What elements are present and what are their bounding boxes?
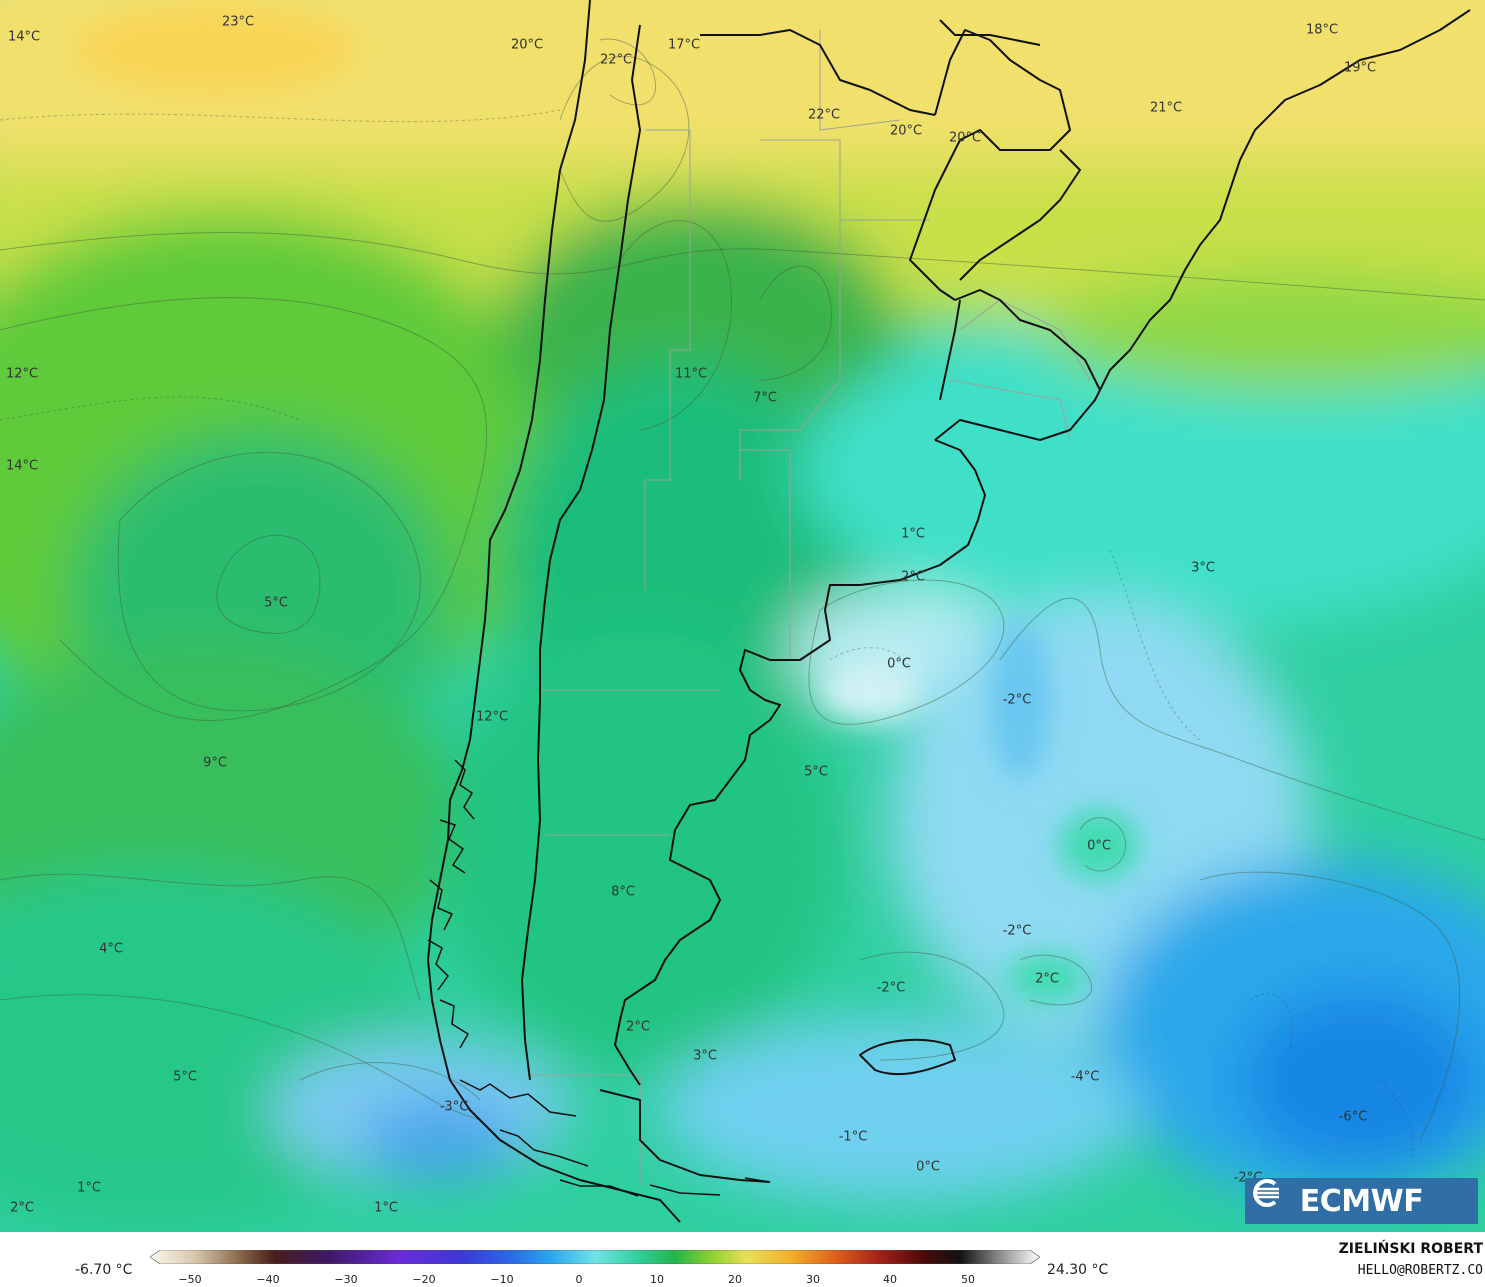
temp-label: 23°C — [221, 14, 255, 30]
temperature-field — [0, 0, 1485, 1230]
temp-label: -2°C — [1002, 923, 1032, 939]
colorbar-tick: −50 — [178, 1273, 202, 1286]
colorbar-tick: 30 — [806, 1273, 820, 1286]
temp-label: 7°C — [753, 390, 777, 406]
colorbar-tick: 0 — [575, 1273, 583, 1286]
admin-borders — [530, 30, 1091, 1185]
temp-label: 20°C — [889, 123, 923, 139]
temp-label: 19°C — [1343, 60, 1377, 76]
temp-label: 17°C — [667, 37, 701, 53]
legend-max-label: 24.30 °C — [1047, 1262, 1109, 1278]
temp-label: 20°C — [948, 130, 982, 146]
temperature-map: 23°C 14°C 20°C 22°C 17°C 18°C 19°C 21°C … — [0, 0, 1485, 1232]
temp-label: 11°C — [674, 366, 708, 382]
colorbar-tick: 10 — [650, 1273, 664, 1286]
colorbar — [150, 1250, 1040, 1264]
colorbar-tick: 20 — [728, 1273, 742, 1286]
temp-label: -2°C — [1002, 692, 1032, 708]
local-features — [75, 5, 1139, 1003]
temp-label: 1°C — [901, 526, 925, 542]
temp-label: 3°C — [1191, 560, 1215, 576]
temp-label: 0°C — [1087, 838, 1111, 854]
temp-label: 12°C — [475, 709, 509, 725]
temp-label: 22°C — [807, 107, 841, 123]
ecmwf-logo: ECMWF — [1245, 1178, 1478, 1224]
temp-label: 20°C — [510, 37, 544, 53]
colorbar-tick: 50 — [961, 1273, 975, 1286]
temp-label: 4°C — [99, 941, 123, 957]
temp-label: -3°C — [439, 1099, 469, 1115]
legend-min-label: -6.70 °C — [75, 1262, 133, 1278]
temp-label: 14°C — [7, 29, 41, 45]
temp-label: 0°C — [887, 656, 911, 672]
temp-label: -1°C — [838, 1129, 868, 1145]
temp-label: 2°C — [626, 1019, 650, 1035]
author-name: ZIELIŃSKI ROBERT — [1338, 1241, 1483, 1257]
colorbar-tick: −30 — [334, 1273, 358, 1286]
temp-label: 0°C — [916, 1159, 940, 1175]
temp-label: 2°C — [1035, 971, 1059, 987]
author-email: HELLO@ROBERTZ.CO — [1357, 1263, 1483, 1278]
temp-label: 1°C — [77, 1180, 101, 1196]
temp-label: -4°C — [1070, 1069, 1100, 1085]
temp-label: 3°C — [693, 1048, 717, 1064]
colorbar-tick: −20 — [412, 1273, 436, 1286]
temp-label: 1°C — [374, 1200, 398, 1216]
temp-label: 8°C — [611, 884, 635, 900]
colorbar-tick: −40 — [256, 1273, 280, 1286]
temp-label: 5°C — [264, 595, 288, 611]
dashed-contours — [0, 109, 1414, 1161]
map-canvas — [0, 0, 1485, 1232]
temp-label: -6°C — [1338, 1109, 1368, 1125]
ecmwf-logo-text: ECMWF — [1299, 1183, 1424, 1219]
colorbar-tick: −10 — [490, 1273, 514, 1286]
temp-label: 21°C — [1149, 100, 1183, 116]
temp-label: 18°C — [1305, 22, 1339, 38]
temp-label: 12°C — [5, 366, 39, 382]
temp-label: 2°C — [10, 1200, 34, 1216]
temp-label: 22°C — [599, 52, 633, 68]
coastlines — [427, 0, 1471, 1223]
temp-label: 5°C — [173, 1069, 197, 1085]
temp-label: 9°C — [203, 755, 227, 771]
temp-label: 14°C — [5, 458, 39, 474]
temp-label: -2°C — [876, 980, 906, 996]
contour-lines — [0, 38, 1485, 1141]
fjord-islands — [427, 759, 771, 1197]
ecmwf-logo-icon — [1253, 1179, 1279, 1207]
temp-label: 2°C — [901, 569, 925, 585]
colorbar-tick: 40 — [883, 1273, 897, 1286]
temp-label: 5°C — [804, 764, 828, 780]
